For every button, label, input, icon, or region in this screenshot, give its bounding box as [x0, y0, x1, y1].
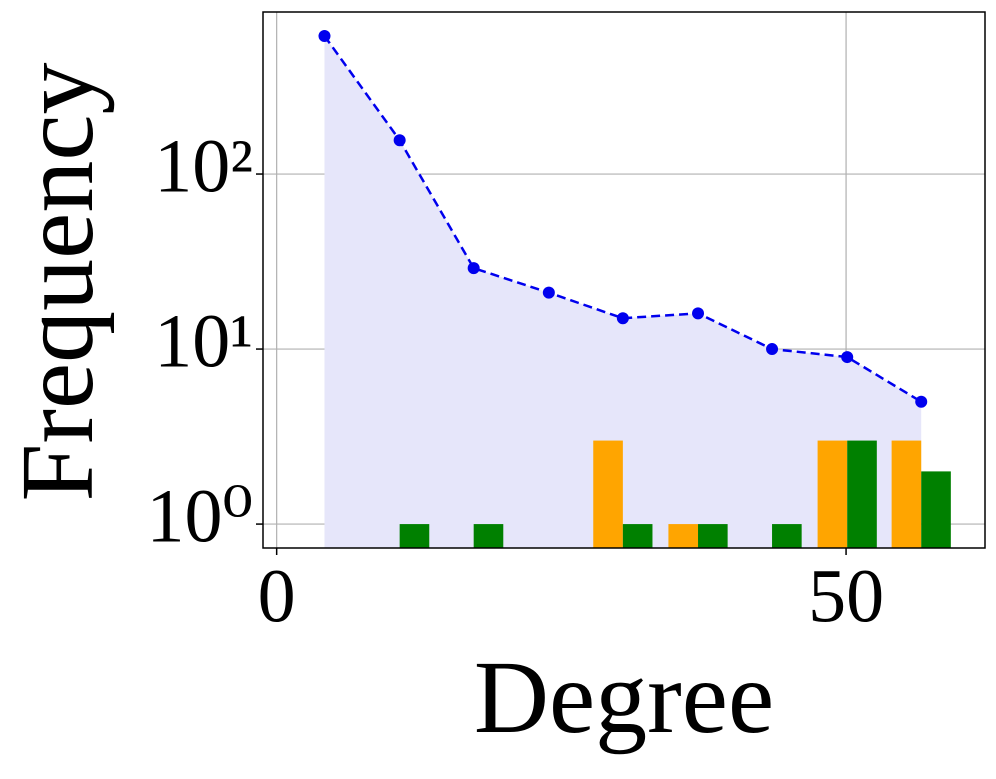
- marker: [841, 351, 854, 364]
- marker: [692, 307, 705, 320]
- marker: [318, 29, 331, 42]
- y-axis-label: Frequency: [0, 63, 115, 502]
- bar: [399, 524, 430, 548]
- bar: [668, 524, 699, 548]
- bar: [698, 524, 728, 548]
- x-tick-label: 50: [808, 554, 884, 638]
- bar: [817, 440, 848, 548]
- x-tick-label: 0: [258, 554, 296, 638]
- marker: [766, 343, 779, 356]
- bar: [772, 524, 802, 548]
- marker: [616, 312, 629, 325]
- bar: [847, 440, 877, 548]
- y-tick-label: 10⁰: [147, 475, 253, 559]
- y-tick-label: 10²: [154, 124, 253, 208]
- area: [324, 35, 922, 549]
- x-axis-label: Degree: [474, 640, 774, 755]
- marker: [467, 262, 480, 275]
- marker: [393, 134, 406, 147]
- bar: [891, 440, 922, 548]
- plot-frame: [262, 11, 986, 549]
- marker: [915, 395, 928, 408]
- y-tick-label: 10¹: [154, 299, 253, 383]
- bar: [473, 524, 504, 548]
- bar: [622, 524, 653, 548]
- marker: [542, 286, 555, 299]
- bar: [593, 440, 623, 548]
- bar: [921, 471, 951, 548]
